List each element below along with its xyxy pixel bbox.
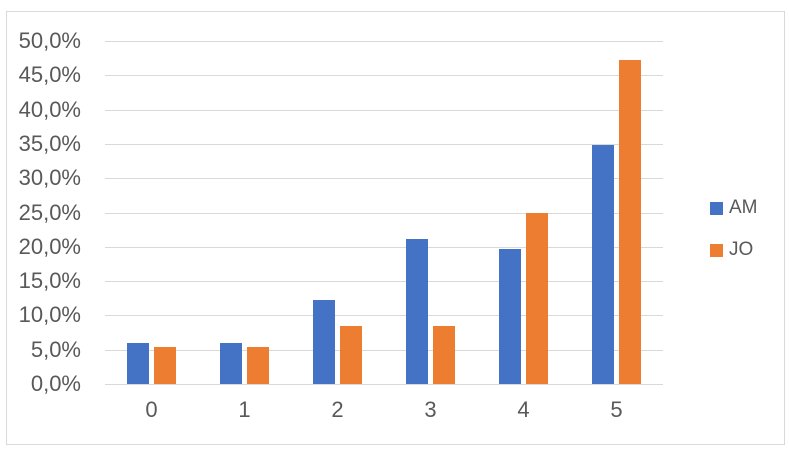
gridline	[105, 281, 663, 283]
gridline	[105, 315, 663, 317]
y-tick-label: 35,0%	[18, 130, 81, 156]
bar-AM-cat0[interactable]	[127, 342, 149, 384]
bar-AM-cat1[interactable]	[220, 342, 242, 384]
legend-swatch-icon	[710, 243, 723, 257]
bar-JO-cat5[interactable]	[619, 59, 641, 384]
x-tick-label: 4	[517, 397, 530, 422]
y-tick-label: 10,0%	[18, 302, 81, 328]
x-tick-label: 5	[610, 397, 623, 422]
gridline	[105, 246, 663, 248]
y-tick-label: 5,0%	[30, 336, 81, 362]
y-tick-label: 40,0%	[18, 96, 81, 122]
legend-label: AM	[729, 197, 758, 218]
bar-AM-cat2[interactable]	[313, 300, 335, 384]
bar-AM-cat4[interactable]	[499, 248, 521, 384]
bar-JO-cat1[interactable]	[247, 346, 269, 384]
y-tick-label: 20,0%	[18, 233, 81, 259]
legend-label: JO	[729, 239, 754, 260]
x-tick-label: 2	[331, 397, 344, 422]
bar-JO-cat3[interactable]	[433, 326, 455, 384]
bar-AM-cat3[interactable]	[406, 238, 428, 384]
gridline	[105, 178, 663, 180]
gridline	[105, 143, 663, 145]
bar-AM-cat5[interactable]	[592, 145, 614, 384]
bar-JO-cat4[interactable]	[526, 212, 548, 384]
y-tick-label: 15,0%	[18, 268, 81, 294]
bar-JO-cat0[interactable]	[154, 346, 176, 384]
gridline	[105, 349, 663, 351]
legend-swatch-icon	[710, 201, 723, 215]
gridline	[105, 384, 663, 385]
chart-frame[interactable]: 0,0% 5,0% 10,0% 15,0% 20,0% 25,0% 30,0% 35,0% 40…	[6, 11, 785, 445]
y-tick-label: 30,0%	[18, 165, 81, 191]
y-tick-label: 0,0%	[30, 371, 81, 396]
gridline	[105, 75, 663, 77]
gridline	[105, 41, 663, 42]
gridline	[105, 212, 663, 214]
bar-JO-cat2[interactable]	[340, 326, 362, 384]
x-tick-label: 3	[424, 397, 437, 422]
x-tick-label: 0	[145, 397, 158, 422]
x-tick-label: 1	[238, 397, 251, 422]
legend-item-AM[interactable]: AM	[710, 197, 758, 218]
plot-area	[105, 41, 663, 385]
legend-item-JO[interactable]: JO	[710, 239, 754, 260]
y-tick-label: 45,0%	[18, 62, 81, 88]
gridline	[105, 109, 663, 111]
y-tick-label: 25,0%	[18, 199, 81, 225]
y-tick-label: 50,0%	[18, 28, 81, 53]
